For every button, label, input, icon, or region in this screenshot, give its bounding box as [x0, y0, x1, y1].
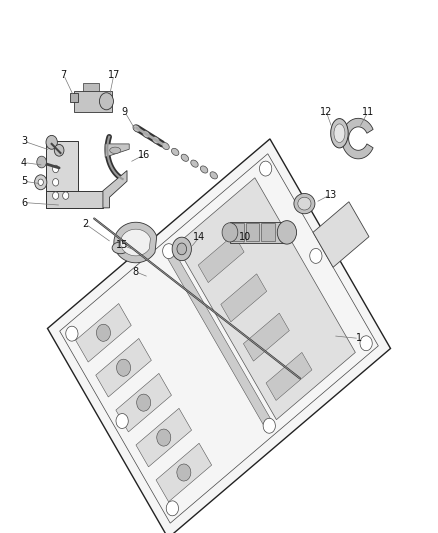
Bar [60, 154, 378, 523]
Ellipse shape [110, 147, 120, 154]
Ellipse shape [181, 154, 188, 161]
Circle shape [166, 501, 179, 516]
Bar [47, 139, 391, 533]
Circle shape [38, 179, 43, 185]
Polygon shape [342, 118, 373, 159]
Bar [266, 352, 312, 400]
Circle shape [37, 156, 46, 168]
Bar [165, 248, 273, 429]
Text: 12: 12 [320, 107, 332, 117]
Text: 3: 3 [21, 136, 27, 146]
Bar [46, 191, 103, 208]
Bar [231, 223, 244, 241]
Text: 17: 17 [108, 70, 120, 79]
Bar [230, 222, 287, 243]
Text: 7: 7 [60, 70, 67, 79]
Ellipse shape [191, 160, 198, 167]
Bar [116, 374, 171, 432]
Bar [221, 274, 267, 322]
Polygon shape [120, 229, 150, 256]
Text: 4: 4 [21, 158, 27, 167]
Text: 15: 15 [117, 240, 129, 250]
Bar [46, 141, 78, 208]
Circle shape [116, 414, 128, 429]
Text: 5: 5 [21, 176, 27, 186]
Text: 8: 8 [133, 267, 139, 277]
Text: 16: 16 [138, 150, 151, 159]
Ellipse shape [201, 166, 208, 173]
Circle shape [137, 394, 151, 411]
Circle shape [54, 144, 64, 156]
Text: 9: 9 [122, 107, 128, 117]
Bar [244, 313, 290, 361]
Ellipse shape [294, 193, 315, 214]
Text: 10: 10 [239, 232, 251, 242]
Ellipse shape [334, 124, 345, 142]
Bar [96, 338, 152, 397]
Circle shape [53, 192, 59, 199]
Bar [198, 235, 244, 282]
Circle shape [99, 93, 113, 110]
Ellipse shape [298, 197, 311, 210]
Circle shape [259, 161, 272, 176]
Circle shape [172, 237, 191, 261]
Circle shape [177, 464, 191, 481]
Text: 13: 13 [325, 190, 337, 199]
Bar [74, 91, 112, 112]
Circle shape [63, 192, 69, 199]
Circle shape [66, 326, 78, 341]
Bar [70, 93, 78, 102]
Text: 2: 2 [82, 219, 88, 229]
Circle shape [157, 429, 171, 446]
Bar [261, 223, 275, 241]
Circle shape [117, 359, 131, 376]
Ellipse shape [112, 242, 129, 254]
Bar [76, 303, 131, 362]
Bar [313, 202, 369, 267]
Circle shape [53, 165, 59, 173]
Ellipse shape [143, 131, 150, 138]
Polygon shape [103, 171, 127, 208]
Text: 1: 1 [356, 334, 362, 343]
Circle shape [46, 135, 57, 149]
Ellipse shape [162, 142, 169, 150]
Circle shape [360, 336, 372, 351]
Text: 14: 14 [193, 232, 205, 242]
Circle shape [35, 175, 47, 190]
Circle shape [162, 244, 175, 259]
Ellipse shape [210, 172, 217, 179]
Polygon shape [114, 222, 157, 263]
Polygon shape [105, 144, 129, 157]
Bar [83, 83, 99, 91]
Circle shape [53, 179, 59, 186]
Bar [156, 443, 212, 502]
Ellipse shape [177, 243, 187, 255]
Ellipse shape [331, 118, 348, 148]
Circle shape [222, 223, 238, 242]
Ellipse shape [152, 136, 159, 144]
Bar [136, 408, 191, 467]
Bar [246, 223, 259, 241]
Ellipse shape [133, 125, 140, 132]
Circle shape [277, 221, 297, 244]
Circle shape [263, 418, 276, 433]
Text: 11: 11 [362, 107, 374, 117]
Ellipse shape [172, 148, 179, 156]
Text: 6: 6 [21, 198, 27, 207]
Circle shape [96, 324, 110, 341]
Bar [176, 178, 355, 419]
Circle shape [310, 248, 322, 263]
